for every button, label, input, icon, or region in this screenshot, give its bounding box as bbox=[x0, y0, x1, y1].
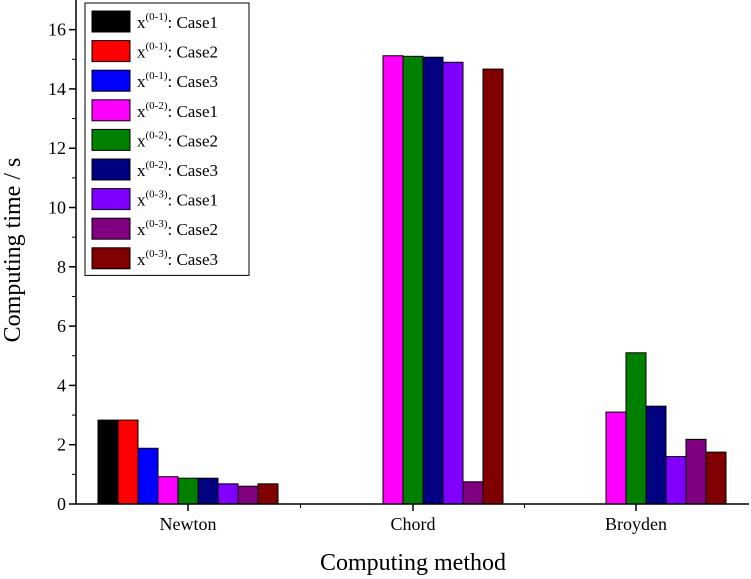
legend-swatch bbox=[91, 158, 131, 181]
legend-entry-label: x(0-3): Case2 bbox=[137, 218, 218, 239]
bar-newton-series-5 bbox=[177, 477, 199, 505]
legend-swatch bbox=[91, 247, 131, 270]
y-tick-label: 14 bbox=[48, 79, 66, 99]
legend-swatch bbox=[91, 69, 131, 92]
x-axis-title: Computing method bbox=[320, 550, 506, 576]
x-tick-label-newton: Newton bbox=[160, 514, 217, 534]
legend-swatch bbox=[91, 217, 131, 240]
bar-newton-series-8 bbox=[237, 485, 259, 505]
bar-broyden-series-9 bbox=[705, 451, 727, 505]
legend-swatch bbox=[91, 40, 131, 63]
y-tick-label: 16 bbox=[48, 20, 66, 40]
x-tick-label-chord: Chord bbox=[391, 514, 436, 534]
bar-chord-series-8 bbox=[462, 481, 484, 505]
legend-entry-label: x(0-1): Case1 bbox=[137, 11, 218, 32]
bar-chord-series-7 bbox=[442, 61, 464, 505]
bar-newton-series-2 bbox=[117, 419, 139, 505]
bars bbox=[97, 55, 727, 505]
legend-swatch bbox=[91, 99, 131, 122]
legend-entry-label: x(0-2): Case3 bbox=[137, 159, 218, 180]
legend-entry-label: x(0-1): Case3 bbox=[137, 70, 218, 91]
bar-chord-series-5 bbox=[402, 55, 424, 505]
y-tick-label: 12 bbox=[48, 138, 66, 158]
bar-broyden-series-7 bbox=[665, 456, 687, 505]
bar-newton-series-1 bbox=[97, 419, 119, 505]
bar-broyden-series-6 bbox=[645, 405, 667, 505]
bar-broyden-series-4 bbox=[605, 411, 627, 505]
y-tick-label: 0 bbox=[57, 494, 66, 514]
legend: x(0-1): Case1 x(0-1): Case2 x(0-1): Case3 x… bbox=[84, 2, 250, 276]
legend-entry-label: x(0-3): Case1 bbox=[137, 189, 218, 210]
legend-entry-label: x(0-2): Case1 bbox=[137, 100, 218, 121]
bar-chord-series-9 bbox=[482, 68, 504, 505]
y-tick-label: 2 bbox=[57, 435, 66, 455]
bar-chord-series-4 bbox=[382, 55, 404, 505]
axes: 0 2 4 6 8 10 12 14 16 Newton Chord Broyden bbox=[48, 0, 749, 534]
bar-broyden-series-8 bbox=[685, 438, 707, 505]
y-axis-title: Computing time / s bbox=[0, 158, 26, 343]
y-tick-label: 8 bbox=[57, 257, 66, 277]
legend-swatch bbox=[91, 10, 131, 33]
bar-broyden-series-5 bbox=[625, 352, 647, 505]
bar-newton-series-4 bbox=[157, 476, 179, 505]
y-tick-label: 6 bbox=[57, 316, 66, 336]
legend-swatch bbox=[91, 128, 131, 151]
y-tick-label: 4 bbox=[57, 375, 66, 395]
y-tick-label: 10 bbox=[48, 198, 66, 218]
bar-newton-series-9 bbox=[257, 483, 279, 505]
bar-newton-series-6 bbox=[197, 477, 219, 505]
bar-chord-series-6 bbox=[422, 56, 444, 505]
x-tick-label-broyden: Broyden bbox=[605, 514, 667, 534]
bar-newton-series-7 bbox=[217, 483, 239, 505]
legend-swatch bbox=[91, 188, 131, 211]
bar-newton-series-3 bbox=[137, 447, 159, 505]
legend-entry-label: x(0-3): Case3 bbox=[137, 248, 218, 269]
legend-entry-label: x(0-1): Case2 bbox=[137, 41, 218, 62]
legend-entry-label: x(0-2): Case2 bbox=[137, 129, 218, 150]
